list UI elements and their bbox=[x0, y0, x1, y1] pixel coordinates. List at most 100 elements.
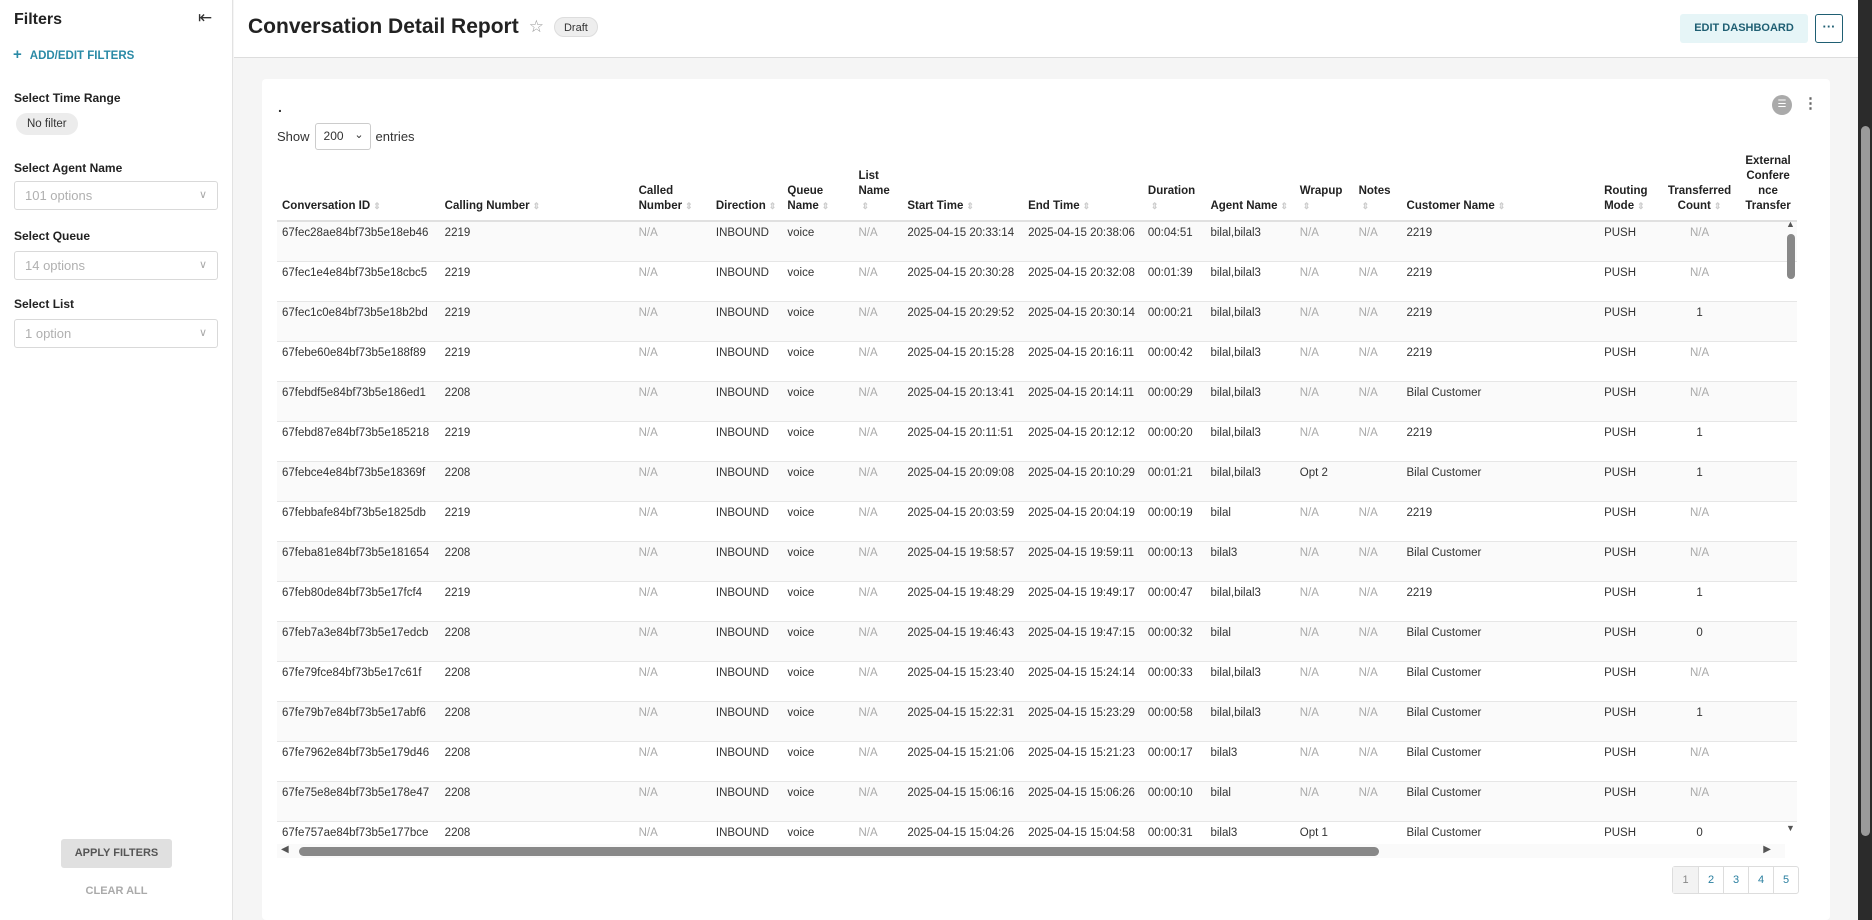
chevron-down-icon: ∨ bbox=[198, 189, 207, 201]
column-header[interactable]: Agent Name ⇕ bbox=[1205, 154, 1295, 222]
sort-icon[interactable]: ⇕ bbox=[1302, 201, 1311, 211]
column-header[interactable]: Conversation ID ⇕ bbox=[277, 154, 440, 222]
table-cell: N/A bbox=[853, 421, 903, 462]
page-scrollbar-thumb[interactable] bbox=[1861, 126, 1870, 836]
table-row[interactable]: 67fec1c0e84bf73b5e18b2bd 2219 N/A INBOUND vo… bbox=[277, 301, 1797, 342]
table-row[interactable]: 67fe79fce84bf73b5e17c61f 2208 N/A INBOUND vo… bbox=[277, 661, 1797, 702]
table-cell: PUSH bbox=[1599, 541, 1660, 582]
table-cell: N/A bbox=[1353, 221, 1402, 262]
more-options-button[interactable]: ··· bbox=[1815, 14, 1843, 43]
list-select[interactable]: 1 option ∨ bbox=[14, 319, 218, 348]
column-header[interactable]: Routing Mode ⇕ bbox=[1599, 154, 1660, 222]
table-row[interactable]: 67fec1e4e84bf73b5e18cbc5 2219 N/A INBOUND vo… bbox=[277, 261, 1797, 302]
column-header[interactable]: Transferred Count ⇕ bbox=[1659, 154, 1740, 222]
page-1-button[interactable]: 1 bbox=[1673, 867, 1698, 893]
table-cell: 2025-04-15 20:15:28 bbox=[902, 341, 1024, 382]
chevron-down-icon: ⌄ bbox=[354, 129, 364, 141]
table-cell bbox=[1739, 301, 1797, 342]
table-row[interactable]: 67febe60e84bf73b5e188f89 2219 N/A INBOUND vo… bbox=[277, 341, 1797, 382]
table-cell: 2208 bbox=[439, 541, 634, 582]
table-cell: N/A bbox=[853, 621, 903, 662]
kebab-menu-icon[interactable]: ⋮ bbox=[1803, 95, 1818, 112]
collapse-sidebar-icon[interactable]: ⇤ bbox=[198, 8, 213, 27]
scroll-left-icon[interactable]: ◀ bbox=[281, 844, 289, 855]
filter-icon[interactable]: ☰ bbox=[1772, 95, 1792, 115]
sort-icon[interactable]: ⇕ bbox=[1361, 201, 1370, 211]
column-header[interactable]: Wrapup ⇕ bbox=[1294, 154, 1354, 222]
column-header[interactable]: Direction ⇕ bbox=[710, 154, 783, 222]
column-header[interactable]: Notes ⇕ bbox=[1353, 154, 1402, 222]
page-2-button[interactable]: 2 bbox=[1698, 867, 1723, 893]
table-cell: 00:00:58 bbox=[1142, 701, 1206, 742]
table-row[interactable]: 67fec28ae84bf73b5e18eb46 2219 N/A INBOUND vo… bbox=[277, 221, 1797, 262]
sort-icon[interactable]: ⇕ bbox=[821, 201, 830, 211]
clear-all-button[interactable]: CLEAR ALL bbox=[85, 885, 148, 897]
table-row[interactable]: 67fe757ae84bf73b5e177bce 2208 N/A INBOUND vo… bbox=[277, 821, 1797, 842]
table-cell: PUSH bbox=[1599, 421, 1660, 462]
column-header[interactable]: Customer Name ⇕ bbox=[1401, 154, 1600, 222]
table-row[interactable]: 67feb7a3e84bf73b5e17edcb 2208 N/A INBOUND vo… bbox=[277, 621, 1797, 662]
sort-icon[interactable]: ⇕ bbox=[1150, 201, 1159, 211]
horizontal-scroll-thumb[interactable] bbox=[299, 847, 1379, 856]
sort-icon[interactable]: ⇕ bbox=[768, 201, 777, 211]
page-5-button[interactable]: 5 bbox=[1773, 867, 1798, 893]
star-icon[interactable]: ☆ bbox=[528, 17, 544, 36]
column-header[interactable]: Called Number ⇕ bbox=[633, 154, 711, 222]
column-header[interactable]: End Time ⇕ bbox=[1023, 154, 1143, 222]
table-row[interactable]: 67feba81e84bf73b5e181654 2208 N/A INBOUND vo… bbox=[277, 541, 1797, 582]
vertical-scroll-thumb[interactable] bbox=[1787, 234, 1795, 279]
sort-icon[interactable]: ⇕ bbox=[1497, 201, 1506, 211]
column-header[interactable]: Duration ⇕ bbox=[1142, 154, 1206, 222]
sort-icon[interactable]: ⇕ bbox=[1082, 201, 1091, 211]
page-4-button[interactable]: 4 bbox=[1748, 867, 1773, 893]
table-cell: 2208 bbox=[439, 741, 634, 782]
sort-icon[interactable]: ⇕ bbox=[1713, 201, 1722, 211]
table-cell: 2025-04-15 15:04:26 bbox=[902, 821, 1024, 842]
add-edit-filters-button[interactable]: + ADD/EDIT FILTERS bbox=[13, 46, 134, 63]
page-scrollbar[interactable] bbox=[1858, 0, 1872, 920]
sort-icon[interactable]: ⇕ bbox=[966, 201, 974, 211]
table-horizontal-scrollbar[interactable]: ◀ ▶ bbox=[277, 844, 1785, 858]
table-cell: N/A bbox=[633, 701, 711, 742]
column-header[interactable]: Calling Number ⇕ bbox=[439, 154, 634, 222]
column-header[interactable]: List Name ⇕ bbox=[853, 154, 903, 222]
table-row[interactable]: 67febce4e84bf73b5e18369f 2208 N/A INBOUND vo… bbox=[277, 461, 1797, 502]
agent-select[interactable]: 101 options ∨ bbox=[14, 181, 218, 210]
table-cell: 2025-04-15 20:14:11 bbox=[1023, 381, 1143, 422]
title-row: Conversation Detail Report ☆ Draft bbox=[248, 15, 598, 39]
table-cell: 2219 bbox=[439, 301, 634, 342]
scroll-right-icon[interactable]: ▶ bbox=[1763, 844, 1771, 855]
column-header[interactable]: External Conference Transfer bbox=[1739, 154, 1797, 222]
table-row[interactable]: 67febd87e84bf73b5e185218 2219 N/A INBOUND vo… bbox=[277, 421, 1797, 462]
data-table: Conversation ID ⇕ Calling Number ⇕ Called Nu… bbox=[277, 154, 1797, 842]
table-cell: 2219 bbox=[439, 501, 634, 542]
sort-icon[interactable]: ⇕ bbox=[1280, 201, 1289, 211]
table-cell: 2025-04-15 19:59:11 bbox=[1023, 541, 1143, 582]
sort-icon[interactable]: ⇕ bbox=[1637, 201, 1645, 211]
edit-dashboard-button[interactable]: EDIT DASHBOARD bbox=[1680, 14, 1808, 43]
column-header[interactable]: Start Time ⇕ bbox=[902, 154, 1024, 222]
table-row[interactable]: 67febbafe84bf73b5e1825db 2219 N/A INBOUND vo… bbox=[277, 501, 1797, 542]
table-row[interactable]: 67fe75e8e84bf73b5e178e47 2208 N/A INBOUND vo… bbox=[277, 781, 1797, 822]
table-row[interactable]: 67feb80de84bf73b5e17fcf4 2219 N/A INBOUND vo… bbox=[277, 581, 1797, 622]
column-header[interactable]: Queue Name ⇕ bbox=[782, 154, 854, 222]
apply-filters-button[interactable]: APPLY FILTERS bbox=[61, 839, 172, 868]
status-badge: Draft bbox=[553, 17, 598, 37]
sort-icon[interactable]: ⇕ bbox=[861, 201, 869, 211]
table-cell: 2025-04-15 19:47:15 bbox=[1023, 621, 1143, 662]
scroll-down-icon[interactable]: ▼ bbox=[1786, 823, 1795, 833]
entries-select[interactable]: 200 ⌄ bbox=[314, 123, 371, 150]
scroll-up-icon[interactable]: ▲ bbox=[1786, 219, 1795, 229]
sort-icon[interactable]: ⇕ bbox=[532, 201, 541, 211]
sort-icon[interactable]: ⇕ bbox=[685, 201, 693, 211]
table-row[interactable]: 67fe79b7e84bf73b5e17abf6 2208 N/A INBOUND vo… bbox=[277, 701, 1797, 742]
table-vertical-scrollbar[interactable]: ▲ ▼ bbox=[1785, 219, 1797, 839]
table-row[interactable]: 67febdf5e84bf73b5e186ed1 2208 N/A INBOUND vo… bbox=[277, 381, 1797, 422]
table-cell: 00:01:39 bbox=[1142, 261, 1206, 302]
page-3-button[interactable]: 3 bbox=[1723, 867, 1748, 893]
sort-icon[interactable]: ⇕ bbox=[373, 201, 381, 211]
table-row[interactable]: 67fe7962e84bf73b5e179d46 2208 N/A INBOUND vo… bbox=[277, 741, 1797, 782]
time-range-chip[interactable]: No filter bbox=[16, 113, 78, 135]
queue-select[interactable]: 14 options ∨ bbox=[14, 251, 218, 280]
